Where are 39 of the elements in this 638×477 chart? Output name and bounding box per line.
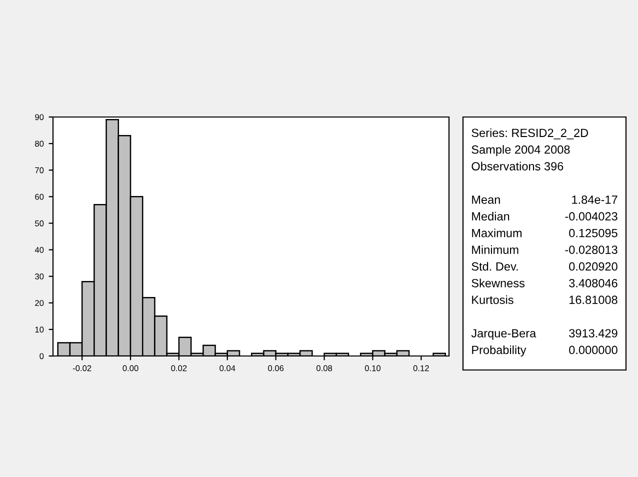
text: Skewness bbox=[472, 278, 525, 288]
text: Probability bbox=[472, 345, 526, 356]
y-tick-label: 30 bbox=[35, 274, 44, 280]
text: 3.408046 bbox=[569, 278, 618, 288]
text: -0.028013 bbox=[565, 246, 618, 254]
text: 0.125095 bbox=[569, 228, 618, 238]
text: Mean bbox=[472, 196, 500, 204]
y-tick-label: 90 bbox=[35, 114, 44, 120]
x-tick-label: 0.00 bbox=[122, 365, 138, 372]
x-tick-label: 0.10 bbox=[364, 365, 380, 372]
y-tick-label: 60 bbox=[35, 194, 44, 200]
x-tick-label: 0.04 bbox=[220, 365, 236, 372]
y-tick-label: 50 bbox=[35, 220, 44, 226]
text: Kurtosis bbox=[472, 295, 514, 304]
y-tick-label: 10 bbox=[35, 326, 44, 333]
text: 0.000000 bbox=[569, 346, 618, 354]
x-tick-label: 0.12 bbox=[413, 365, 429, 372]
y-tick-label: 0 bbox=[40, 353, 44, 360]
y-tick-label: 20 bbox=[35, 300, 44, 306]
text: Sample 2004 2008 bbox=[472, 145, 570, 156]
y-tick-label: 40 bbox=[34, 246, 44, 253]
text: Median bbox=[472, 212, 510, 221]
text: 0.020920 bbox=[569, 262, 618, 271]
text: Std. Dev. bbox=[472, 262, 518, 271]
text: 16.81008 bbox=[570, 296, 618, 304]
x-tick-label: 0.02 bbox=[171, 365, 187, 372]
text: Minimum bbox=[472, 245, 518, 254]
text: 3913.429 bbox=[569, 329, 618, 338]
text: Series: RESID2_2_2D bbox=[472, 128, 588, 140]
text: 1.84e-17 bbox=[572, 195, 618, 204]
text: Maximum bbox=[472, 228, 522, 238]
x-tick-label: 0.08 bbox=[316, 365, 332, 372]
text: -0.004023 bbox=[565, 212, 618, 221]
y-tick-label: 70 bbox=[35, 167, 44, 174]
y-tick-label: 80 bbox=[35, 140, 44, 147]
text: Jarque-Bera bbox=[471, 329, 536, 340]
x-tick-label: -0.02 bbox=[72, 365, 92, 372]
text: Observations 396 bbox=[472, 162, 564, 170]
x-tick-label: 0.06 bbox=[268, 365, 284, 372]
